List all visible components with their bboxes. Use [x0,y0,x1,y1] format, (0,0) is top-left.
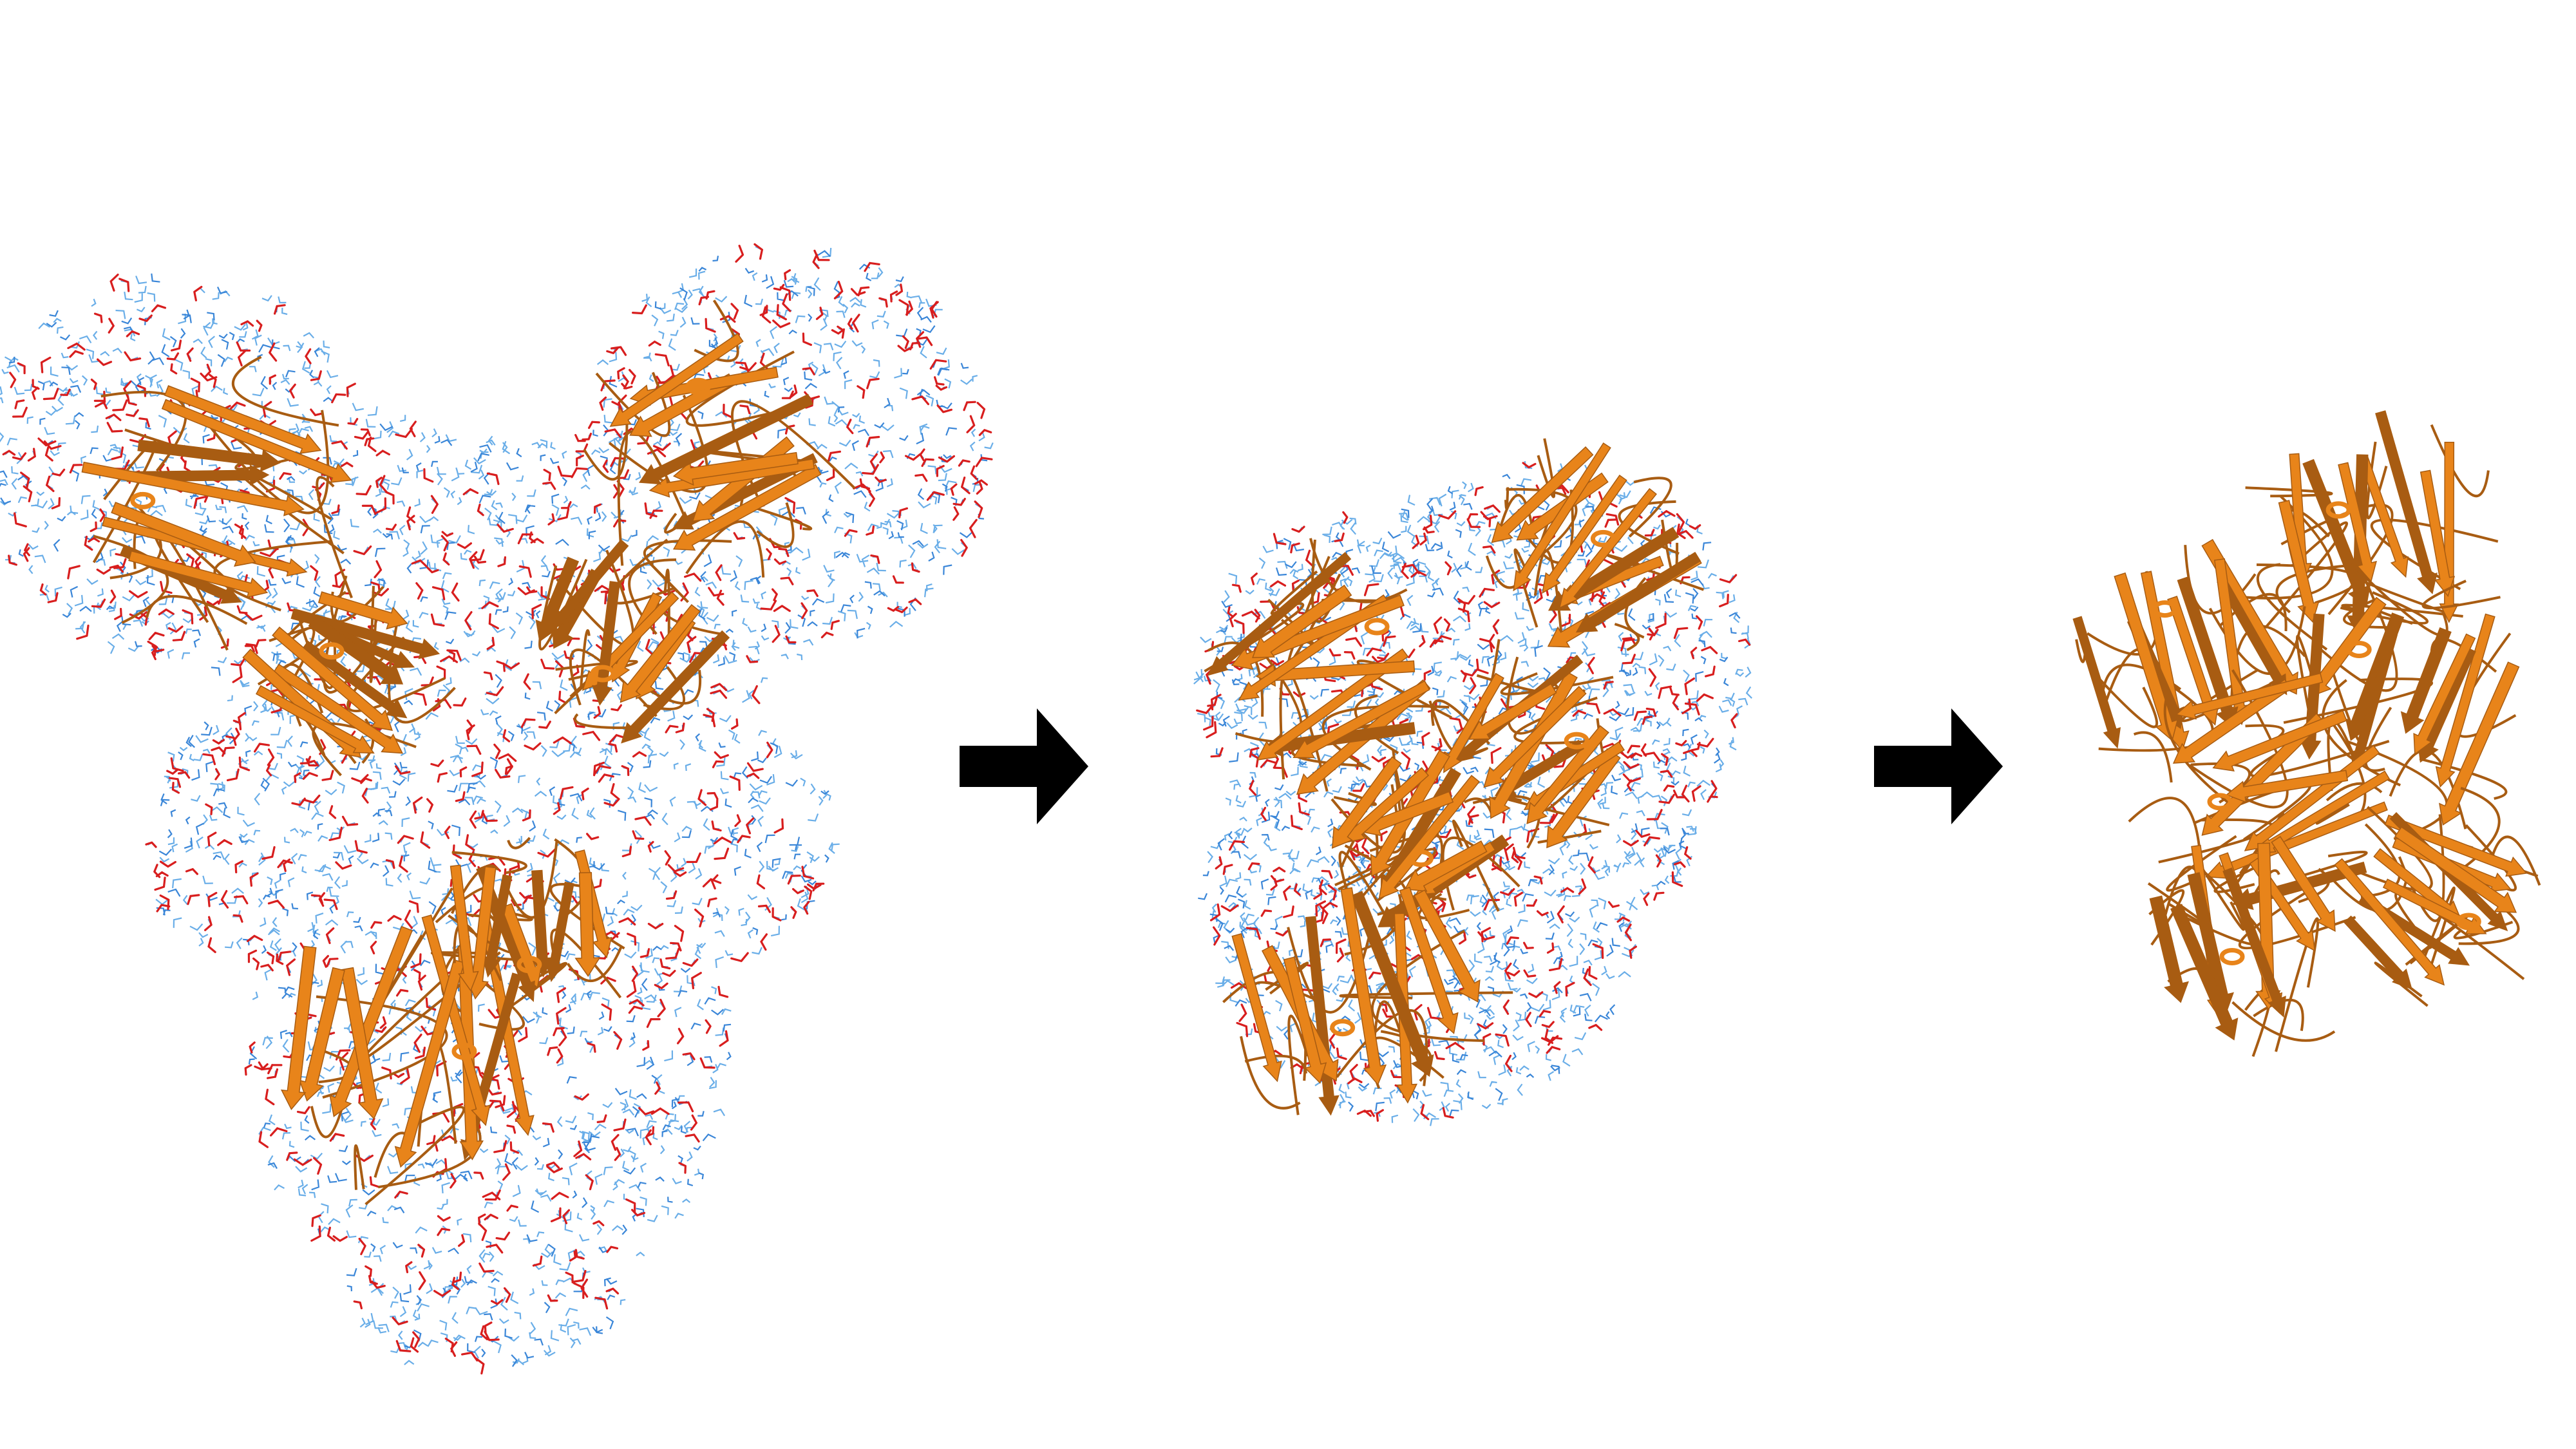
protein-domain [1204,538,1453,795]
panel-protein-only [2072,410,2541,1057]
protein-domain [2245,410,2499,636]
protein-domain [2331,786,2541,1007]
right-arrow-icon [960,708,1088,824]
right-arrow-icon [1874,708,2003,824]
protein-domain [81,355,353,651]
panel-partial-solvation [1193,438,1752,1126]
panel-full-solvation [0,243,994,1375]
protein-domain [1222,886,1513,1116]
protein-domain [435,837,625,1007]
protein-domain [1331,749,1520,933]
protein-domain [2147,835,2356,1057]
protein-domain [1428,639,1625,849]
protein-domain [242,575,456,777]
protein-domain [2283,563,2520,840]
protein-domain [2072,538,2328,783]
protein-domain [280,887,556,1206]
protein-domain [535,538,730,744]
protein-domain [583,299,856,578]
protein-domain [1485,438,1705,652]
water-molecules [0,243,994,1375]
